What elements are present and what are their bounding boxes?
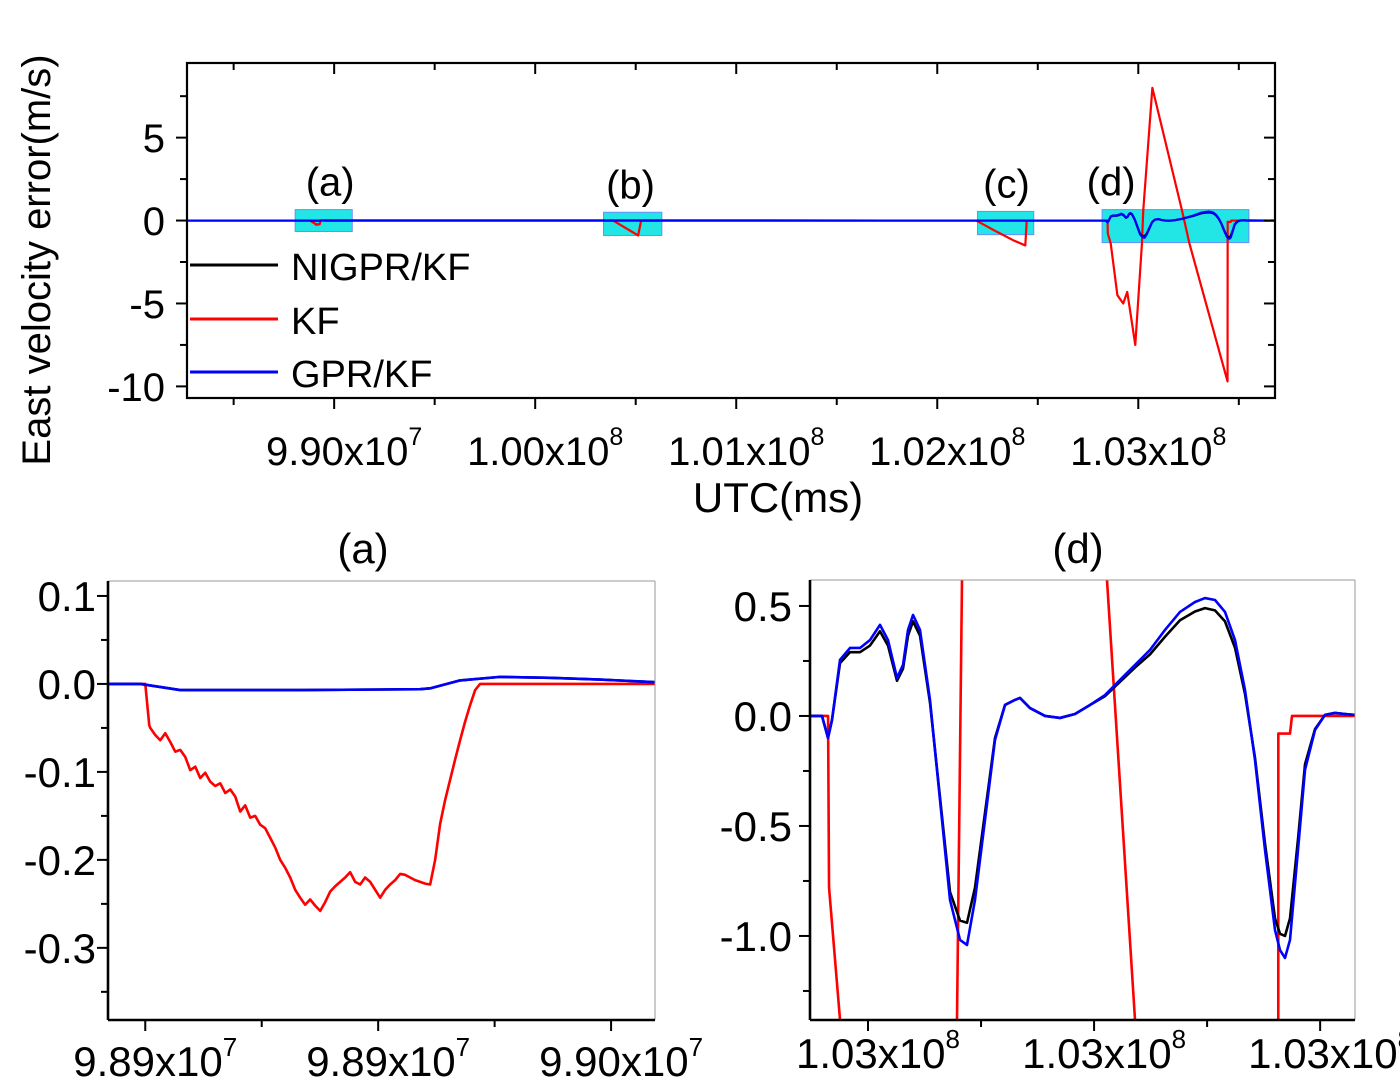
legend-label-kf: KF bbox=[291, 301, 340, 343]
x-tick-label: 1.03x108 bbox=[1022, 1024, 1186, 1077]
ticks bbox=[799, 604, 1322, 1031]
x-tick-label-base: 1.03x10 bbox=[1022, 1030, 1171, 1077]
highlight-label--d-: (d) bbox=[1087, 161, 1136, 205]
x-tick-label-base: 1.00x10 bbox=[467, 430, 609, 474]
x-tick-label-exponent: 7 bbox=[456, 1032, 470, 1062]
legend-label-nigpr-kf: NIGPR/KF bbox=[291, 247, 470, 289]
x-tick-label-exponent: 8 bbox=[1011, 423, 1025, 451]
highlight-label--a-: (a) bbox=[306, 161, 355, 205]
y-tick-label: -0.1 bbox=[24, 749, 96, 796]
x-tick-label-base: 1.01x10 bbox=[668, 430, 810, 474]
series-line-kf bbox=[1105, 579, 1137, 1021]
y-tick-label: 5 bbox=[143, 117, 165, 161]
y-tick-label: -0.2 bbox=[24, 837, 96, 884]
x-tick-label-exponent: 7 bbox=[408, 423, 422, 451]
x-tick-label: 9.89x107 bbox=[306, 1032, 470, 1085]
x-tick-label: 1.01x108 bbox=[668, 423, 824, 474]
legend: NIGPR/KF KF GPR/KF bbox=[190, 247, 470, 396]
x-tick-label-exponent: 7 bbox=[223, 1032, 237, 1062]
x-tick-label-base: 1.03x10 bbox=[1248, 1030, 1397, 1077]
x-tick-label-exponent: 8 bbox=[1172, 1024, 1186, 1054]
series-group bbox=[108, 675, 656, 913]
x-tick-label: 9.89x107 bbox=[73, 1032, 237, 1085]
subplot-a-title: (a) bbox=[337, 525, 388, 572]
series-line-kf bbox=[955, 579, 964, 1021]
x-tick-label-exponent: 8 bbox=[609, 423, 623, 451]
highlight-box--b- bbox=[603, 211, 663, 236]
y-tick-label: -0.5 bbox=[720, 803, 792, 850]
x-tick-label: 1.03x108 bbox=[796, 1024, 960, 1077]
x-axis-label: UTC(ms) bbox=[693, 474, 863, 521]
series-line-gpr-kf bbox=[108, 675, 656, 692]
highlight-box--d- bbox=[1101, 209, 1250, 244]
highlight-label--c-: (c) bbox=[983, 162, 1030, 206]
y-tick-label: -0.3 bbox=[24, 925, 96, 972]
ticks bbox=[97, 594, 613, 1031]
y-tick-label: 0 bbox=[143, 200, 165, 244]
series-line-kf bbox=[108, 682, 655, 913]
y-axis-label: East velocity error(m/s) bbox=[15, 54, 59, 465]
x-tick-label-base: 9.89x10 bbox=[306, 1038, 455, 1085]
ticks bbox=[176, 63, 1275, 409]
x-tick-label: 1.03x108 bbox=[1070, 423, 1226, 474]
series-line-gpr-kf bbox=[810, 596, 1356, 960]
y-tick-label: -5 bbox=[129, 283, 165, 327]
x-tick-label-base: 1.03x10 bbox=[1070, 430, 1212, 474]
x-tick-label: 1.03x108 bbox=[1248, 1024, 1400, 1077]
plot-frame bbox=[185, 61, 1277, 400]
y-tick-label: 0.0 bbox=[38, 661, 96, 708]
series-group bbox=[187, 86, 1276, 383]
plot-a: 9.89x107 9.89x107 9.90x1070.10.0-0.1-0.2-0… bbox=[24, 573, 703, 1085]
x-tick-label-exponent: 8 bbox=[810, 423, 824, 451]
x-tick-label: 9.90x107 bbox=[266, 423, 422, 474]
x-tick-label-base: 9.90x10 bbox=[266, 430, 408, 474]
x-tick-label: 9.90x107 bbox=[539, 1032, 703, 1085]
x-tick-label-exponent: 8 bbox=[1213, 423, 1227, 451]
series-line-gpr-kf bbox=[187, 210, 1276, 240]
y-tick-label: -10 bbox=[107, 366, 165, 410]
series-line-kf bbox=[810, 714, 842, 1021]
y-tick-label: 0.0 bbox=[734, 693, 792, 740]
x-tick-label-exponent: 7 bbox=[689, 1032, 703, 1062]
y-tick-label: 0.1 bbox=[38, 573, 96, 620]
x-tick-label: 1.00x108 bbox=[467, 423, 623, 474]
legend-label-gpr-kf: GPR/KF bbox=[291, 354, 432, 396]
x-tick-label-base: 9.90x10 bbox=[539, 1038, 688, 1085]
series-line-kf bbox=[1276, 714, 1355, 1021]
y-tick-label: -1.0 bbox=[720, 913, 792, 960]
plot-main: (a) (b) (c) (d)9.90x107 1.00x108 1.01x108 1.02… bbox=[107, 61, 1277, 474]
subplot-d-title: (d) bbox=[1052, 525, 1103, 572]
highlight-label--b-: (b) bbox=[606, 163, 655, 207]
x-tick-label-exponent: 8 bbox=[1398, 1024, 1400, 1054]
x-tick-label-base: 1.03x10 bbox=[796, 1030, 945, 1077]
x-tick-label-base: 9.89x10 bbox=[73, 1038, 222, 1085]
series-group bbox=[810, 579, 1356, 1021]
x-tick-label-base: 1.02x10 bbox=[869, 430, 1011, 474]
series-line-kf bbox=[187, 86, 1275, 383]
y-tick-label: 0.5 bbox=[734, 583, 792, 630]
x-tick-label: 1.02x108 bbox=[869, 423, 1025, 474]
x-tick-label-exponent: 8 bbox=[946, 1024, 960, 1054]
